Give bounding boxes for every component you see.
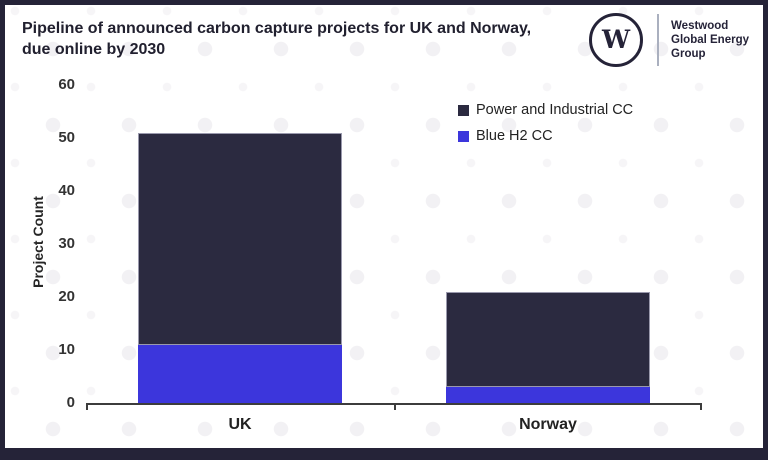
brand-block: W Westwood Global Energy Group (589, 13, 749, 67)
legend: Power and Industrial CC Blue H2 CC (458, 97, 633, 149)
bar-segment-uk-blue-h2-cc (138, 344, 342, 403)
legend-label: Blue H2 CC (476, 128, 553, 144)
brand-divider (657, 14, 660, 66)
y-tick-label: 50 (58, 129, 75, 146)
chart-title: Pipeline of announced carbon capture pro… (22, 20, 532, 58)
legend-item: Power and Industrial CC (458, 97, 633, 123)
brand-name: Westwood Global Energy Group (671, 20, 749, 60)
x-axis-tick (700, 403, 702, 410)
legend-swatch-icon (458, 104, 469, 116)
y-tick-label: 0 (66, 394, 75, 411)
y-tick-label: 40 (58, 182, 75, 199)
y-tick-label: 20 (58, 288, 75, 305)
westwood-logo-icon: W (589, 13, 644, 67)
legend-label: Power and Industrial CC (476, 102, 634, 118)
x-axis-tick (86, 403, 88, 410)
bar-segment-uk-power-and-industrial-cc (138, 132, 342, 345)
y-tick-label: 10 (58, 341, 75, 358)
bar-segment-norway-power-and-industrial-cc (446, 291, 650, 388)
chart-canvas: Pipeline of announced carbon capture pro… (5, 5, 763, 448)
x-category-label-norway: Norway (519, 416, 577, 433)
y-tick-label: 60 (58, 76, 75, 93)
y-tick-label: 30 (58, 235, 75, 252)
x-category-label-uk: UK (228, 416, 252, 433)
legend-swatch-icon (458, 130, 469, 142)
x-axis-tick (394, 403, 396, 410)
legend-item: Blue H2 CC (458, 123, 633, 149)
bar-segment-norway-blue-h2-cc (446, 387, 650, 403)
logo-letter: W (601, 24, 631, 54)
